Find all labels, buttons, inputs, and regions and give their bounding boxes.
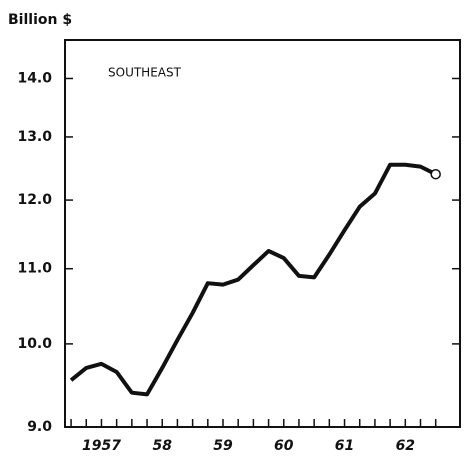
y-tick-label: 12.0 [17, 192, 52, 208]
annotation: SOUTHEAST [108, 66, 182, 80]
y-tick-label: 9.0 [27, 419, 52, 435]
x-tick-label: 58 [152, 438, 172, 454]
x-tick-label: 61 [335, 438, 354, 454]
end-marker [430, 168, 441, 180]
x-tick-label: 62 [396, 438, 415, 454]
x-tick-label: 60 [274, 438, 294, 454]
y-tick-label: 10.0 [17, 336, 52, 352]
series-line [69, 162, 437, 397]
plot-frame [64, 39, 461, 428]
y-tick-label: 14.0 [17, 70, 52, 86]
x-tick-label: 1957 [82, 438, 121, 454]
x-tick-label: 59 [213, 438, 233, 454]
y-tick-label: 13.0 [17, 129, 52, 145]
y-tick-label: 11.0 [17, 261, 52, 277]
y-axis-label: Billion $ [8, 12, 72, 28]
